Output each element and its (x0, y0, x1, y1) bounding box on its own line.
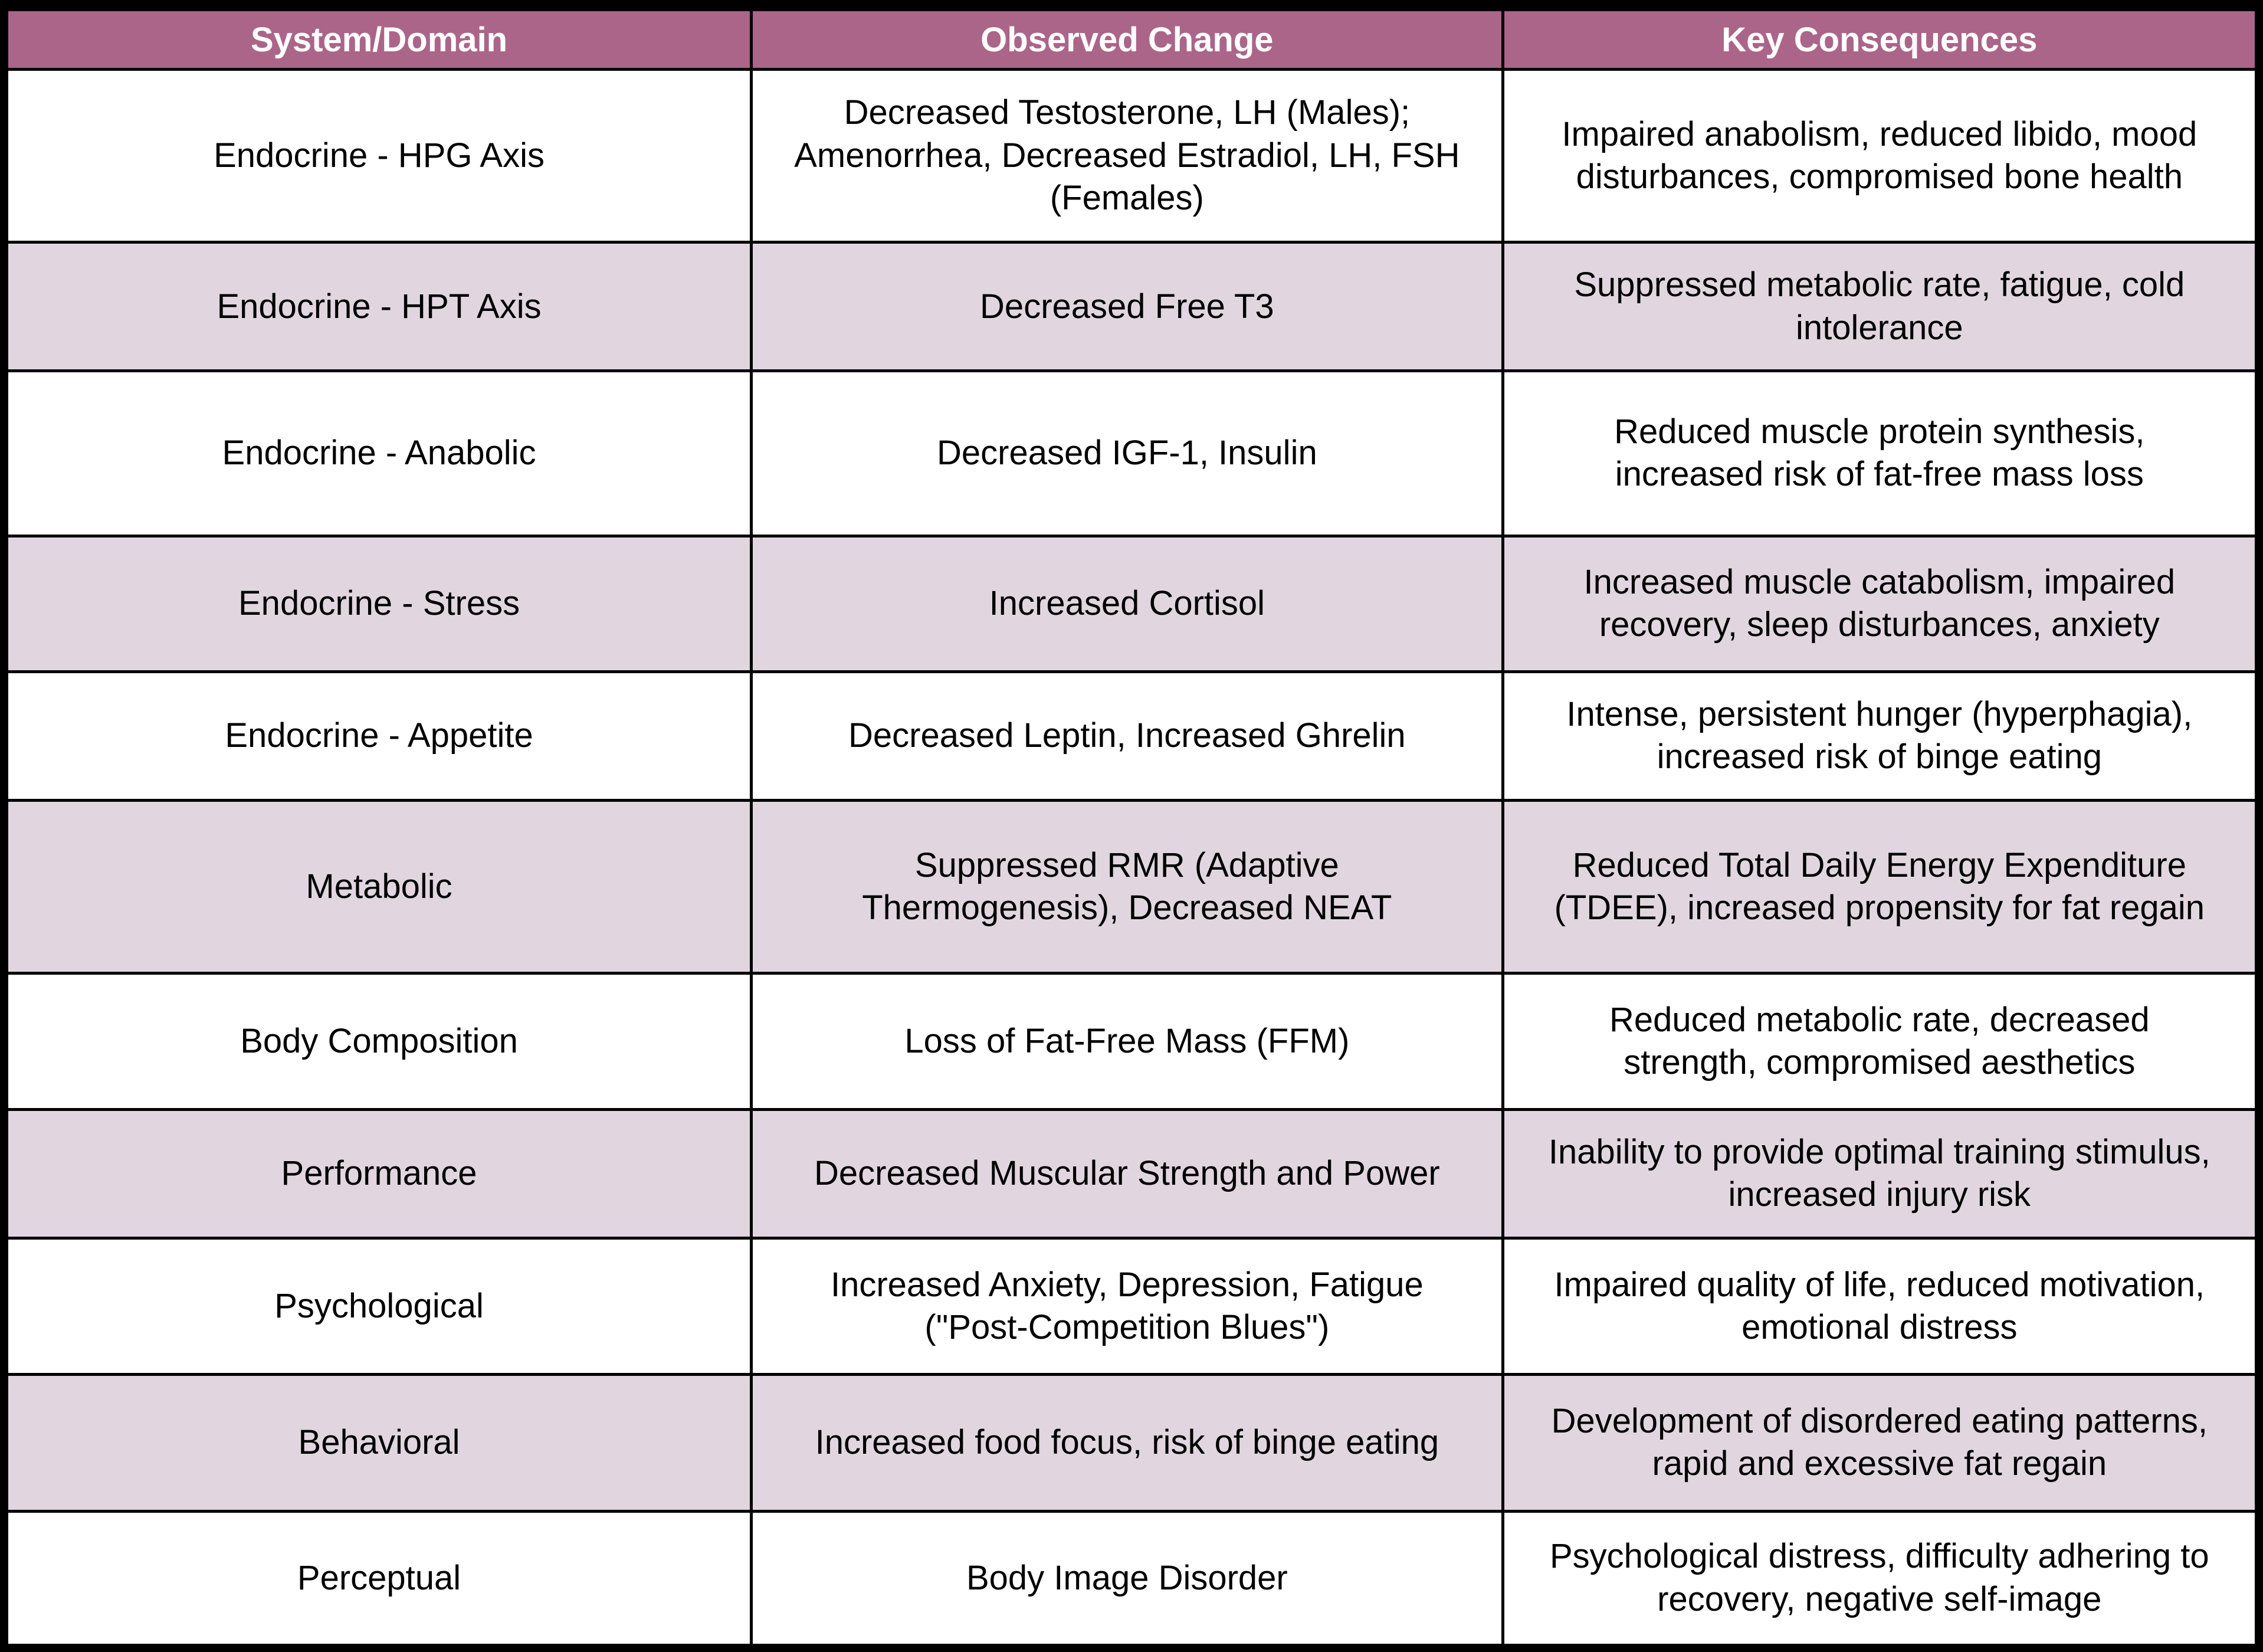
domain-cell: Endocrine - Appetite (5, 670, 753, 802)
key-consequences-cell: Reduced muscle protein synthesis, increa… (1501, 369, 2258, 537)
table-row: Metabolic Suppressed RMR (Adaptive Therm… (5, 799, 2258, 975)
key-consequences-cell: Development of disordered eating pattern… (1501, 1373, 2258, 1513)
table-row: Performance Decreased Muscular Strength … (5, 1107, 2258, 1240)
table-body: Endocrine - HPG Axis Decreased Testoster… (5, 67, 2258, 1647)
domain-cell: Endocrine - Anabolic (5, 369, 753, 537)
consequences-table: System/Domain Observed Change Key Conseq… (5, 8, 2258, 1647)
domain-cell: Body Composition (5, 972, 753, 1111)
domain-cell: Endocrine - HPT Axis (5, 241, 753, 373)
key-consequences-cell: Inability to provide optimal training st… (1501, 1107, 2258, 1240)
key-consequences-cell: Intense, persistent hunger (hyperphagia)… (1501, 670, 2258, 802)
table-row: Endocrine - HPT Axis Decreased Free T3 S… (5, 241, 2258, 373)
domain-cell: Endocrine - Stress (5, 534, 753, 673)
table-row: Behavioral Increased food focus, risk of… (5, 1373, 2258, 1513)
table-header: System/Domain Observed Change Key Conseq… (5, 8, 2258, 71)
domain-cell: Psychological (5, 1236, 753, 1376)
key-consequences-cell: Impaired quality of life, reduced motiva… (1501, 1236, 2258, 1376)
domain-cell: Perceptual (5, 1509, 753, 1647)
table-row: Endocrine - Stress Increased Cortisol In… (5, 534, 2258, 673)
observed-change-cell: Body Image Disorder (750, 1509, 1504, 1647)
observed-change-cell: Decreased IGF-1, Insulin (750, 369, 1504, 537)
observed-change-cell: Suppressed RMR (Adaptive Thermogenesis),… (750, 799, 1504, 975)
observed-change-cell: Increased Anxiety, Depression, Fatigue (… (750, 1236, 1504, 1376)
table-row: Endocrine - Appetite Decreased Leptin, I… (5, 670, 2258, 802)
table-row: Endocrine - Anabolic Decreased IGF-1, In… (5, 369, 2258, 537)
table-row: Endocrine - HPG Axis Decreased Testoster… (5, 67, 2258, 244)
domain-cell: Metabolic (5, 799, 753, 975)
observed-change-cell: Decreased Testosterone, LH (Males); Amen… (750, 67, 1504, 244)
observed-change-cell: Loss of Fat-Free Mass (FFM) (750, 972, 1504, 1111)
observed-change-cell: Decreased Muscular Strength and Power (750, 1107, 1504, 1240)
key-consequences-cell: Reduced metabolic rate, decreased streng… (1501, 972, 2258, 1111)
key-consequences-cell: Impaired anabolism, reduced libido, mood… (1501, 67, 2258, 244)
key-consequences-cell: Suppressed metabolic rate, fatigue, cold… (1501, 241, 2258, 373)
domain-cell: Performance (5, 1107, 753, 1240)
key-consequences-cell: Increased muscle catabolism, impaired re… (1501, 534, 2258, 673)
observed-change-cell: Decreased Free T3 (750, 241, 1504, 373)
column-header-system-domain: System/Domain (5, 8, 753, 71)
table-row: Psychological Increased Anxiety, Depress… (5, 1236, 2258, 1376)
header-row: System/Domain Observed Change Key Conseq… (5, 8, 2258, 71)
table-row: Perceptual Body Image Disorder Psycholog… (5, 1509, 2258, 1647)
observed-change-cell: Decreased Leptin, Increased Ghrelin (750, 670, 1504, 802)
observed-change-cell: Increased Cortisol (750, 534, 1504, 673)
key-consequences-cell: Reduced Total Daily Energy Expenditure (… (1501, 799, 2258, 975)
domain-cell: Endocrine - HPG Axis (5, 67, 753, 244)
column-header-key-consequences: Key Consequences (1501, 8, 2258, 71)
column-header-observed-change: Observed Change (750, 8, 1504, 71)
observed-change-cell: Increased food focus, risk of binge eati… (750, 1373, 1504, 1513)
domain-cell: Behavioral (5, 1373, 753, 1513)
key-consequences-cell: Psychological distress, difficulty adher… (1501, 1509, 2258, 1647)
table-row: Body Composition Loss of Fat-Free Mass (… (5, 972, 2258, 1111)
